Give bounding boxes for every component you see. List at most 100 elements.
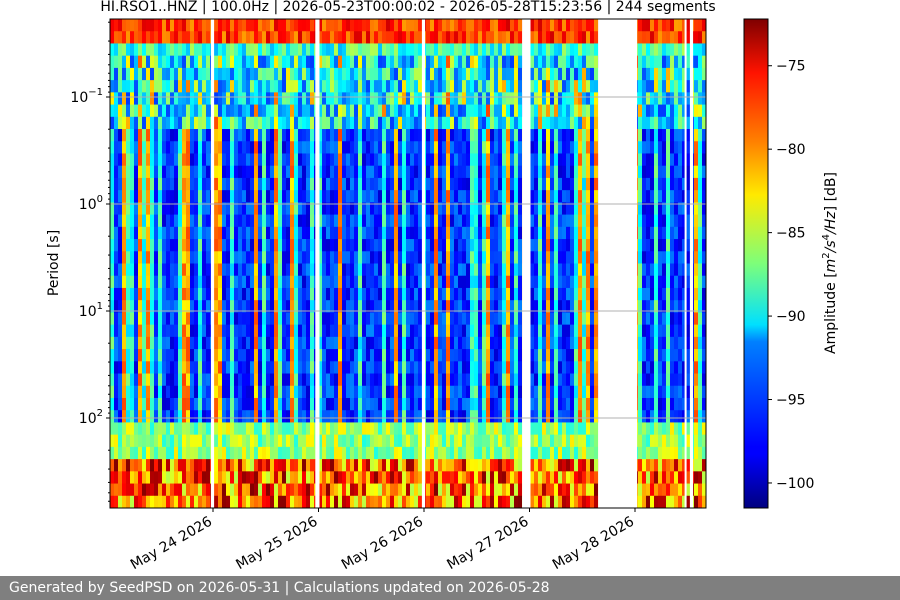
heatmap-cell xyxy=(482,349,487,362)
heatmap-cell xyxy=(118,324,123,338)
heatmap-cell xyxy=(238,361,243,375)
heatmap-cell xyxy=(170,190,175,203)
heatmap-cell xyxy=(518,483,523,497)
heatmap-cell xyxy=(438,263,443,277)
heatmap-cell xyxy=(258,459,263,472)
heatmap-cell xyxy=(446,385,451,399)
heatmap-cell xyxy=(270,55,275,69)
heatmap-cell xyxy=(206,43,211,57)
heatmap-cell xyxy=(406,80,411,93)
heatmap-cell xyxy=(134,446,139,460)
heatmap-cell xyxy=(262,275,267,289)
heatmap-cell xyxy=(126,434,131,448)
heatmap-cell xyxy=(542,80,547,93)
heatmap-cell xyxy=(290,446,295,460)
heatmap-cell xyxy=(170,483,175,497)
heatmap-cell xyxy=(166,92,171,106)
heatmap-cell xyxy=(122,483,127,497)
heatmap-cell xyxy=(346,373,351,387)
heatmap-cell xyxy=(322,116,327,130)
heatmap-cell xyxy=(590,104,595,118)
heatmap-cell xyxy=(226,373,231,387)
heatmap-cell xyxy=(186,410,191,424)
heatmap-cell xyxy=(154,495,159,508)
heatmap-cell xyxy=(402,67,407,81)
heatmap-cell xyxy=(418,495,423,508)
heatmap-cell xyxy=(482,263,487,277)
heatmap-cell xyxy=(122,495,127,508)
heatmap-cell xyxy=(578,373,583,387)
heatmap-cell xyxy=(282,31,287,45)
heatmap-cell xyxy=(386,397,391,411)
heatmap-cell xyxy=(214,129,219,142)
heatmap-cell xyxy=(586,251,591,265)
heatmap-cell xyxy=(338,226,343,240)
heatmap-cell xyxy=(566,275,571,289)
heatmap-cell xyxy=(594,312,599,326)
heatmap-cell xyxy=(374,385,379,399)
heatmap-cell xyxy=(518,80,523,93)
heatmap-cell xyxy=(534,263,539,277)
heatmap-cell xyxy=(198,67,203,81)
heatmap-cell xyxy=(158,422,163,436)
heatmap-cell xyxy=(242,422,247,436)
heatmap-cell xyxy=(450,153,455,167)
heatmap-cell xyxy=(482,177,487,191)
heatmap-cell xyxy=(270,202,275,216)
heatmap-cell xyxy=(474,251,479,265)
heatmap-cell xyxy=(530,373,535,387)
heatmap-cell xyxy=(122,446,127,460)
heatmap-cell xyxy=(162,287,167,301)
heatmap-cell xyxy=(274,312,279,326)
heatmap-cell xyxy=(242,67,247,81)
heatmap-cell xyxy=(150,495,155,508)
heatmap-cell xyxy=(438,190,443,203)
heatmap-cell xyxy=(310,483,315,497)
heatmap-cell xyxy=(374,312,379,326)
heatmap-cell xyxy=(226,190,231,203)
heatmap-cell xyxy=(534,43,539,57)
heatmap-cell xyxy=(414,226,419,240)
heatmap-cell xyxy=(450,202,455,216)
heatmap-cell xyxy=(398,92,403,106)
heatmap-cell xyxy=(430,226,435,240)
heatmap-cell xyxy=(202,385,207,399)
heatmap-cell xyxy=(346,324,351,338)
heatmap-cell xyxy=(154,129,159,142)
heatmap-cell xyxy=(206,165,211,179)
heatmap-cell xyxy=(378,324,383,338)
heatmap-cell xyxy=(306,214,311,228)
heatmap-cell xyxy=(574,226,579,240)
heatmap-cell xyxy=(514,239,519,252)
heatmap-cell xyxy=(194,263,199,277)
heatmap-cell xyxy=(482,287,487,301)
heatmap-cell xyxy=(410,263,415,277)
heatmap-cell xyxy=(394,104,399,118)
heatmap-cell xyxy=(546,422,551,436)
heatmap-cell xyxy=(466,141,471,155)
heatmap-cell xyxy=(490,104,495,118)
heatmap-cell xyxy=(538,153,543,167)
heatmap-cell xyxy=(378,275,383,289)
heatmap-cell xyxy=(438,80,443,93)
heatmap-cell xyxy=(218,263,223,277)
heatmap-cell xyxy=(226,300,231,313)
heatmap-cell xyxy=(582,312,587,326)
heatmap-cell xyxy=(346,202,351,216)
heatmap-cell xyxy=(218,361,223,375)
heatmap-cell xyxy=(218,287,223,301)
heatmap-cell xyxy=(278,459,283,472)
heatmap-cell xyxy=(134,92,139,106)
heatmap-cell xyxy=(234,495,239,508)
heatmap-cell xyxy=(350,190,355,203)
heatmap-cell xyxy=(174,324,179,338)
heatmap-cell xyxy=(518,190,523,203)
heatmap-cell xyxy=(374,361,379,375)
heatmap-cell xyxy=(554,312,559,326)
heatmap-cell xyxy=(474,349,479,362)
heatmap-cell xyxy=(414,214,419,228)
heatmap-cell xyxy=(182,434,187,448)
heatmap-cell xyxy=(578,214,583,228)
heatmap-cell xyxy=(594,336,599,350)
heatmap-cell xyxy=(582,214,587,228)
